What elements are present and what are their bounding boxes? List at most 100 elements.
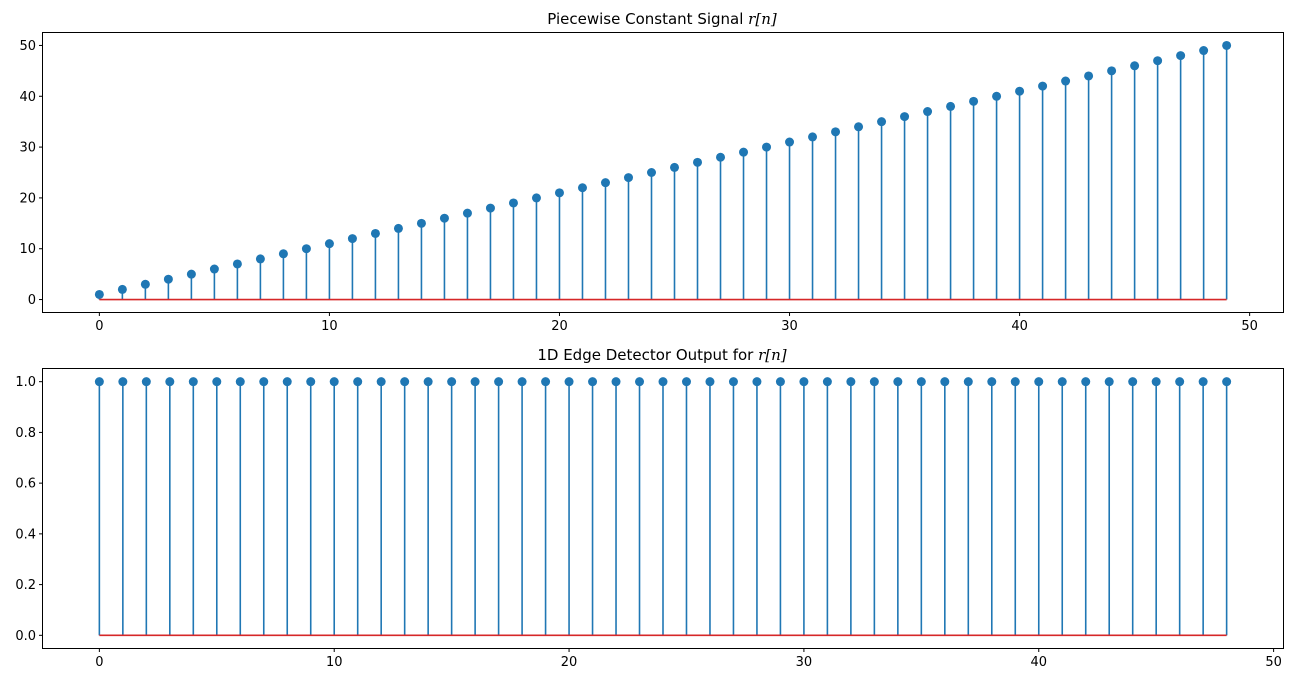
x-tick-label: 20 <box>551 319 568 334</box>
stem-marker <box>485 203 495 213</box>
x-tick-label: 50 <box>1241 319 1258 334</box>
stem-marker <box>923 107 933 117</box>
stem-marker <box>1153 56 1163 66</box>
stem-marker <box>577 183 587 193</box>
stem-marker <box>186 269 196 279</box>
y-tick-label: 30 <box>19 141 36 156</box>
stem-marker <box>623 173 633 183</box>
chart-title: Piecewise Constant Signal r[n] <box>547 10 777 28</box>
stem-marker <box>118 377 128 387</box>
stem-marker <box>94 289 104 299</box>
stem-marker <box>739 147 749 157</box>
stem-marker <box>282 377 292 387</box>
stem-marker <box>212 377 222 387</box>
stem-marker <box>799 377 809 387</box>
x-tick-label: 50 <box>1265 655 1282 670</box>
y-tick-label: 0 <box>28 293 36 308</box>
stem-marker <box>762 142 772 152</box>
x-tick-label: 40 <box>1030 655 1047 670</box>
stem-marker <box>301 244 311 254</box>
stem-marker <box>1015 86 1025 96</box>
stem-marker <box>1175 377 1185 387</box>
stem-marker <box>306 377 316 387</box>
stem-marker <box>681 377 691 387</box>
stem-marker <box>900 112 910 122</box>
stem-marker <box>716 152 726 162</box>
y-tick-label: 40 <box>19 90 36 105</box>
x-tick-label: 10 <box>321 319 338 334</box>
stem-marker <box>635 377 645 387</box>
stem-marker <box>423 377 433 387</box>
stem-marker <box>376 377 386 387</box>
x-tick-label: 10 <box>326 655 343 670</box>
stem-marker <box>646 168 656 177</box>
x-tick-label: 0 <box>95 319 103 334</box>
stem-marker <box>854 122 864 132</box>
stem-marker <box>1128 377 1138 387</box>
stem-marker <box>658 377 668 387</box>
stem-marker <box>600 178 610 188</box>
stem-marker <box>969 96 979 106</box>
axes-frame <box>42 368 1284 649</box>
y-axis-ticks: 0 10 20 30 40 50 <box>19 39 43 308</box>
stem-marker <box>400 377 410 387</box>
stem-marker <box>893 377 903 387</box>
stem-marker <box>117 284 127 294</box>
chart-title: 1D Edge Detector Output for r[n] <box>537 346 786 364</box>
stem-marker <box>165 377 175 387</box>
stem-marker <box>517 377 527 387</box>
x-tick-label: 20 <box>561 655 578 670</box>
y-tick-label: 0.0 <box>15 629 36 644</box>
stem-marker <box>946 101 956 111</box>
stem-marker <box>416 218 426 228</box>
stem-marker <box>353 377 363 387</box>
stem-marker <box>588 377 598 387</box>
stem-marker <box>324 239 334 249</box>
stem-series <box>94 40 1232 300</box>
x-tick-label: 30 <box>781 319 798 334</box>
stem-marker <box>1104 377 1114 387</box>
stem-marker <box>963 377 973 387</box>
stem-marker <box>808 132 818 142</box>
stem-marker <box>1081 377 1091 387</box>
stem-marker <box>370 228 380 238</box>
stem-marker <box>1057 377 1067 387</box>
stem-marker <box>347 234 357 244</box>
stem-marker <box>869 377 879 387</box>
stem-marker <box>611 377 621 387</box>
stem-marker <box>785 137 795 147</box>
x-tick-label: 30 <box>796 655 813 670</box>
stem-marker <box>462 208 472 218</box>
y-tick-label: 0.2 <box>15 578 36 593</box>
subplot-piecewise-constant-signal: Piecewise Constant Signal r[n] 0 10 20 30 40… <box>19 10 1284 334</box>
stem-marker <box>728 377 738 387</box>
stem-marker <box>278 249 288 259</box>
stem-marker <box>141 377 151 387</box>
stem-marker <box>1151 377 1161 387</box>
stem-marker <box>209 264 219 274</box>
stem-marker <box>235 377 245 387</box>
stem-marker <box>140 279 150 289</box>
stem-marker <box>255 254 265 264</box>
stem-marker <box>940 377 950 387</box>
stem-marker <box>1198 377 1208 387</box>
stem-marker <box>693 157 703 167</box>
y-tick-label: 1.0 <box>15 375 36 390</box>
y-tick-label: 0.8 <box>15 426 36 441</box>
stem-marker <box>393 223 403 233</box>
stem-marker <box>705 377 715 387</box>
stem-marker <box>447 377 457 387</box>
stem-marker <box>916 377 926 387</box>
stem-marker <box>508 198 518 208</box>
stem-marker <box>232 259 242 269</box>
stem-marker <box>1222 40 1232 50</box>
stem-marker <box>554 188 564 198</box>
stem-marker <box>329 377 339 387</box>
stem-marker <box>822 377 832 387</box>
stem-marker <box>1176 51 1186 61</box>
y-tick-label: 10 <box>19 242 36 257</box>
stem-marker <box>1084 71 1094 81</box>
stem-marker <box>1034 377 1044 387</box>
stem-marker <box>1010 377 1020 387</box>
